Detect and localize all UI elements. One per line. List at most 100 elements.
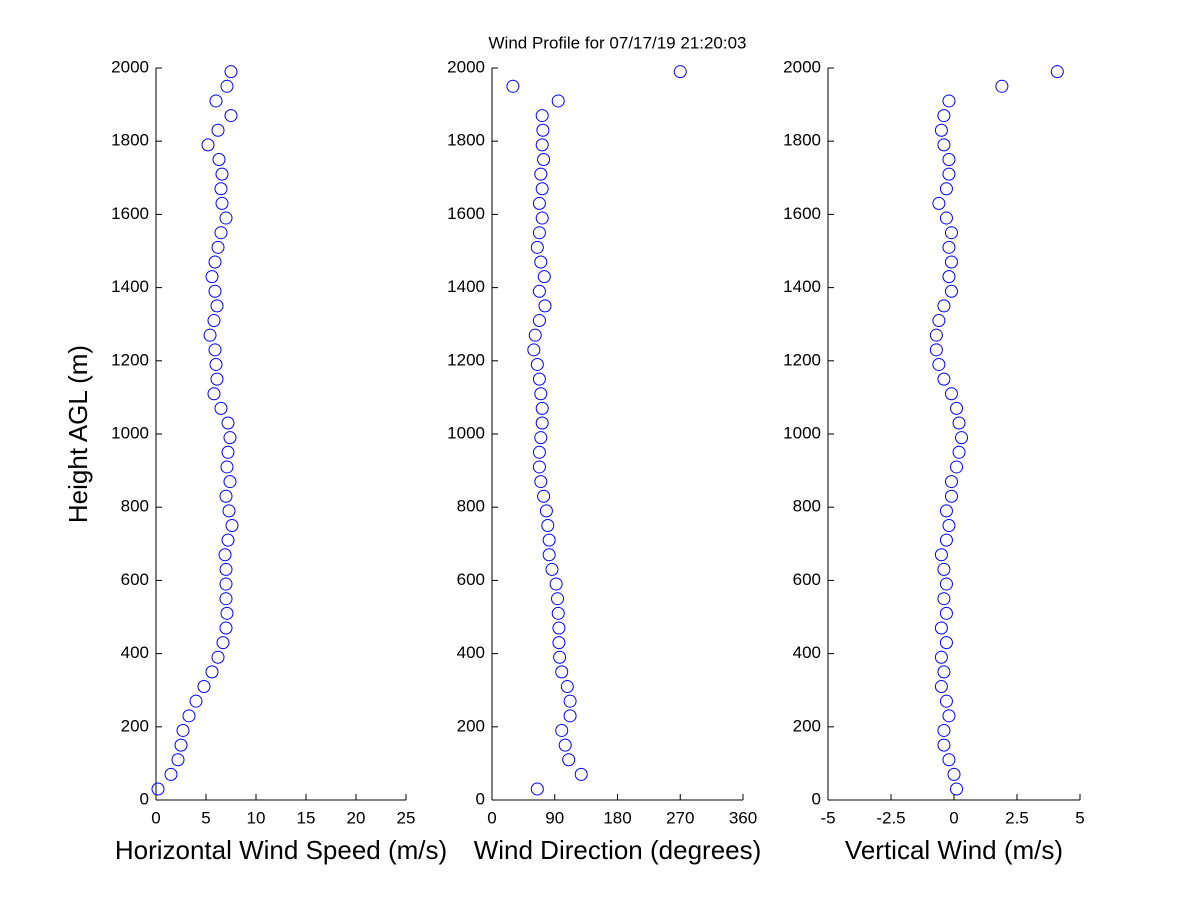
point (563, 709, 577, 723)
point (219, 592, 233, 606)
point (929, 328, 943, 342)
point (542, 548, 556, 562)
x-tick-label: 20 (347, 808, 366, 827)
point (211, 650, 225, 664)
point (219, 562, 233, 576)
point (574, 767, 588, 781)
point (535, 211, 549, 225)
point (151, 782, 165, 796)
point (506, 79, 520, 93)
point (221, 533, 235, 547)
point (203, 328, 217, 342)
x-tick-label: 270 (666, 808, 694, 827)
y-tick-label: 1400 (447, 277, 485, 296)
point (189, 694, 203, 708)
x-tick-label: 180 (603, 808, 631, 827)
point (939, 182, 953, 196)
point (932, 314, 946, 328)
point (937, 592, 951, 606)
point (932, 357, 946, 371)
point (224, 65, 238, 79)
point (952, 445, 966, 459)
point (934, 650, 948, 664)
y-tick-label: 400 (793, 643, 821, 662)
point (528, 328, 542, 342)
point (532, 460, 546, 474)
point (535, 182, 549, 196)
point (176, 723, 190, 737)
point (934, 548, 948, 562)
point (549, 577, 563, 591)
point (950, 782, 964, 796)
point (950, 401, 964, 415)
point (207, 387, 221, 401)
point (201, 138, 215, 152)
point (944, 255, 958, 269)
y-tick-label: 1400 (783, 277, 821, 296)
point (1050, 65, 1064, 79)
point (952, 416, 966, 430)
point (939, 606, 953, 620)
y-tick-label: 0 (140, 789, 149, 808)
point (937, 299, 951, 313)
point (530, 357, 544, 371)
point (947, 767, 961, 781)
point (950, 460, 964, 474)
point (534, 255, 548, 269)
x-tick-label: 0 (487, 808, 496, 827)
y-tick-label: 200 (793, 716, 821, 735)
point (673, 65, 687, 79)
point (942, 753, 956, 767)
point (942, 519, 956, 532)
point (219, 489, 233, 503)
x-tick-label: 25 (397, 808, 416, 827)
point (995, 79, 1009, 93)
point (934, 680, 948, 694)
point (527, 343, 541, 357)
point (537, 270, 551, 284)
point (205, 270, 219, 284)
x-tick-label: 2.5 (1005, 808, 1029, 827)
point (537, 489, 551, 503)
y-tick-label: 1000 (783, 423, 821, 442)
point (210, 372, 224, 386)
point (215, 196, 229, 210)
y-tick-label: 400 (457, 643, 485, 662)
y-tick-label: 600 (793, 570, 821, 589)
point (208, 343, 222, 357)
point (532, 445, 546, 459)
y-tick-label: 1600 (447, 204, 485, 223)
y-tick-label: 1000 (447, 423, 485, 442)
point (532, 314, 546, 328)
point (532, 226, 546, 240)
point (534, 475, 548, 489)
point (532, 372, 546, 386)
y-tick-label: 0 (812, 789, 821, 808)
point (541, 519, 555, 532)
point (535, 416, 549, 430)
y-tick-label: 600 (457, 570, 485, 589)
point (555, 723, 569, 737)
point (211, 240, 225, 254)
point (552, 621, 566, 635)
x-tick-label: -5 (820, 808, 835, 827)
point (214, 226, 228, 240)
y-tick-label: 400 (121, 643, 149, 662)
point (207, 314, 221, 328)
point (221, 445, 235, 459)
point (197, 680, 211, 694)
point (939, 694, 953, 708)
point (934, 123, 948, 137)
point (532, 196, 546, 210)
point (539, 504, 553, 518)
point (937, 138, 951, 152)
point (942, 709, 956, 723)
point (937, 665, 951, 679)
point (164, 767, 178, 781)
point (944, 489, 958, 503)
point (937, 109, 951, 123)
point (937, 738, 951, 752)
y-tick-label: 2000 (111, 57, 149, 76)
x-tick-label: 5 (201, 808, 210, 827)
